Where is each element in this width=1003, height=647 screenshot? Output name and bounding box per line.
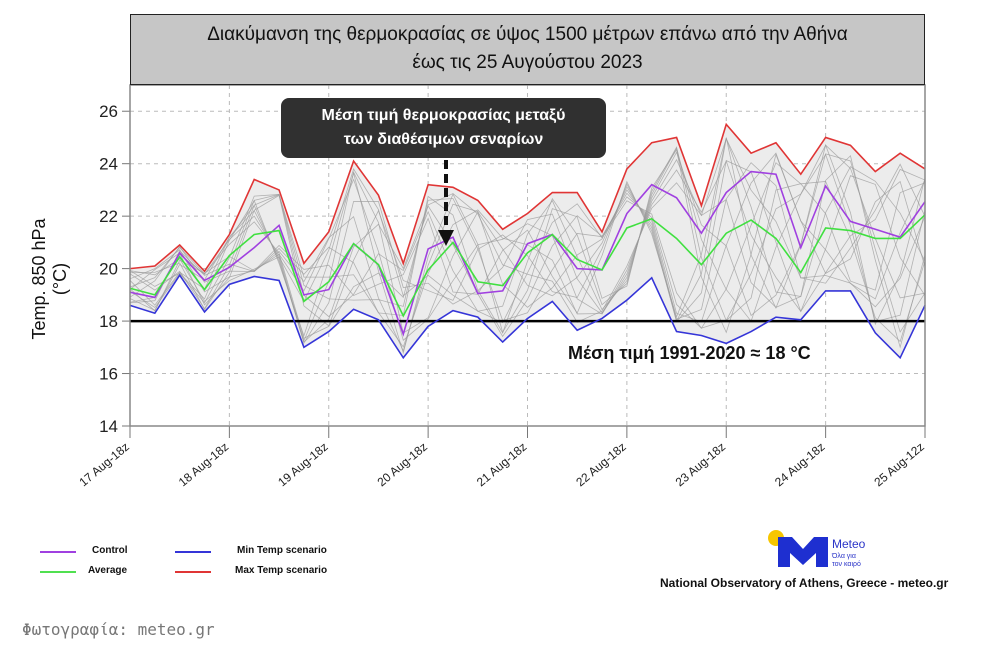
x-tick-label: 18 Aug-18z [176, 440, 232, 490]
annotation-arrow [438, 160, 454, 246]
y-tick-label: 26 [99, 102, 118, 121]
x-tick-label: 24 Aug-18z [772, 440, 828, 490]
legend-swatch-max [175, 571, 211, 573]
series-lines [129, 122, 926, 360]
x-tick-label: 25 Aug-12z [871, 440, 927, 490]
legend-item-control: Control [40, 545, 170, 559]
y-tick-label: 20 [99, 260, 118, 279]
y-axis-label: Temp. 850 hPa (°C) [29, 218, 70, 340]
x-tick-label: 22 Aug-18z [573, 440, 629, 490]
logo-tagline-1: Όλα για [832, 553, 856, 560]
legend-swatch-control [40, 551, 76, 553]
ensemble-members [129, 136, 926, 355]
ensemble-member-line [129, 146, 926, 334]
annotation-callout: Μέση τιμή θερμοκρασίας μεταξύ των διαθέσ… [281, 98, 606, 158]
ensemble-member-line [129, 148, 926, 355]
x-tick-label: 21 Aug-18z [474, 440, 530, 490]
y-tick-label: 18 [99, 312, 118, 331]
x-tick-label: 17 Aug-18z [76, 440, 132, 490]
legend-swatch-min [175, 551, 211, 553]
photo-credit: Φωτογραφία: meteo.gr [22, 620, 215, 639]
ensemble-member-line [129, 162, 926, 343]
legend-label-max: Max Temp scenario [235, 565, 328, 576]
ensemble-member-line [129, 147, 926, 323]
logo-tagline-2: τον καιρό [832, 561, 861, 568]
x-tick-label: 20 Aug-18z [375, 440, 431, 490]
ensemble-member-line [129, 136, 926, 349]
average-line [129, 214, 926, 318]
annotation-line-1: Μέση τιμή θερμοκρασίας μεταξύ [321, 107, 566, 124]
legend-item-max: Max Temp scenario [175, 565, 355, 579]
legend-label-average: Average [88, 565, 128, 576]
y-tick-label: 22 [99, 207, 118, 226]
legend-label-control: Control [92, 545, 128, 556]
legend-swatch-average [40, 571, 76, 573]
title-line-2: έως τις 25 Αυγούστου 2023 [412, 52, 643, 73]
x-tick-label: 23 Aug-18z [673, 440, 729, 490]
logo-name: Meteo [832, 537, 866, 551]
ensemble-member-line [129, 137, 926, 339]
x-tick-label: 19 Aug-18z [275, 440, 331, 490]
max-temp-scenario-line [129, 122, 926, 273]
plot-frame [129, 84, 926, 427]
logo-tagline: Όλα για τον καιρό [832, 553, 861, 569]
y-tick-label: 16 [99, 365, 118, 384]
m-logo-icon [778, 537, 828, 567]
ensemble-range-band [130, 124, 925, 358]
y-tick-label: 24 [99, 155, 118, 174]
chart-title: Διακύμανση της θερμοκρασίας σε ύψος 1500… [130, 14, 925, 85]
title-line-1: Διακύμανση της θερμοκρασίας σε ύψος 1500… [207, 24, 848, 45]
annotation-line-2: των διαθέσιμων σεναρίων [343, 131, 544, 148]
footer-source: National Observatory of Athens, Greece -… [660, 576, 949, 590]
min-temp-scenario-line [129, 273, 926, 360]
control-line [129, 170, 926, 337]
legend-label-min: Min Temp scenario [237, 545, 327, 556]
legend-item-average: Average [40, 565, 170, 579]
legend-item-min: Min Temp scenario [175, 545, 355, 559]
ensemble-member-line [129, 137, 926, 326]
reference-line-label: Μέση τιμή 1991-2020 ≈ 18 °C [568, 343, 811, 363]
ensemble-member-line [129, 160, 926, 343]
ensemble-member-line [129, 162, 926, 352]
y-tick-label: 14 [99, 417, 118, 436]
